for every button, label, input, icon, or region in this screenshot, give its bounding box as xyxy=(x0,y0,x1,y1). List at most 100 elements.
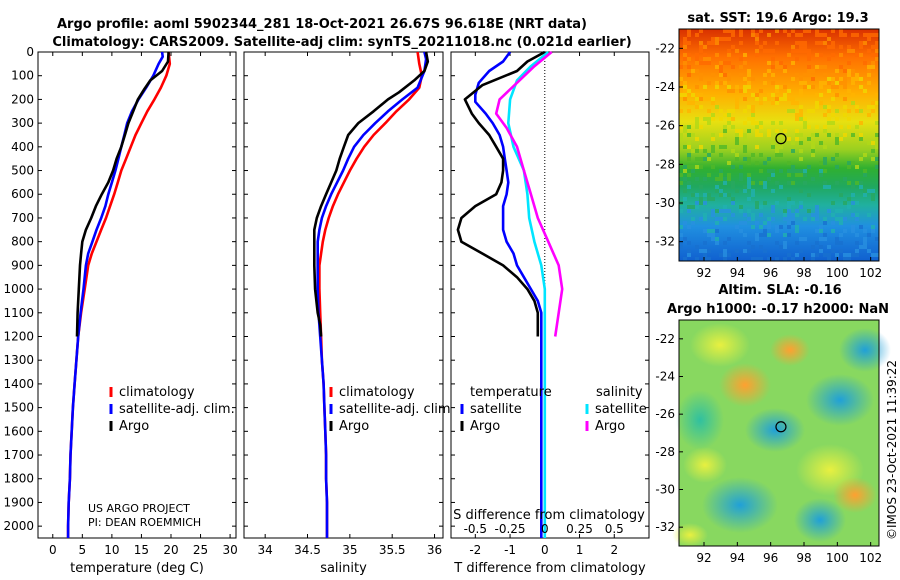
sst-pixel xyxy=(823,253,827,257)
diff-legend-label: Argo xyxy=(470,419,500,434)
sst-pixel xyxy=(755,237,759,241)
sst-pixel xyxy=(847,257,851,261)
sst-pixel xyxy=(867,65,871,69)
sst-pixel xyxy=(683,125,687,129)
sst-pixel xyxy=(775,65,779,69)
x-tick-label: 30 xyxy=(222,543,237,557)
sst-pixel xyxy=(707,57,711,61)
sst-pixel xyxy=(839,81,843,85)
temp-legend-label: satellite-adj. clim. xyxy=(119,402,235,417)
sst-pixel xyxy=(787,233,791,237)
sst-pixel xyxy=(783,257,787,261)
sst-pixel xyxy=(707,117,711,121)
sst-pixel xyxy=(735,249,739,253)
sst-pixel xyxy=(727,61,731,65)
sst-pixel xyxy=(831,53,835,57)
sst-pixel xyxy=(839,193,843,197)
sst-pixel xyxy=(831,97,835,101)
sst-pixel xyxy=(687,29,691,33)
sst-pixel xyxy=(755,201,759,205)
sst-pixel xyxy=(791,257,795,261)
sst-pixel xyxy=(703,201,707,205)
sst-pixel xyxy=(867,141,871,145)
sst-pixel xyxy=(851,69,855,73)
sst-pixel xyxy=(851,213,855,217)
map-x-tick-label: 100 xyxy=(826,266,849,280)
sst-pixel xyxy=(679,137,683,141)
sst-pixel xyxy=(783,129,787,133)
sst-pixel xyxy=(831,93,835,97)
sst-pixel xyxy=(723,249,727,253)
sst-pixel xyxy=(795,137,799,141)
sst-pixel xyxy=(711,165,715,169)
sst-pixel xyxy=(767,257,771,261)
sst-pixel xyxy=(691,149,695,153)
sst-pixel xyxy=(691,101,695,105)
sst-pixel xyxy=(819,161,823,165)
sst-pixel xyxy=(751,213,755,217)
sst-pixel xyxy=(839,33,843,37)
sst-pixel xyxy=(679,77,683,81)
sst-pixel xyxy=(847,109,851,113)
sst-pixel xyxy=(743,61,747,65)
sst-pixel xyxy=(863,229,867,233)
sst-pixel xyxy=(771,209,775,213)
sst-pixel xyxy=(863,153,867,157)
sst-pixel xyxy=(735,141,739,145)
sst-pixel xyxy=(787,173,791,177)
map-x-tick-label: 92 xyxy=(696,266,711,280)
sst-pixel xyxy=(815,241,819,245)
sst-pixel xyxy=(823,217,827,221)
sst-pixel xyxy=(747,173,751,177)
project-annotation: PI: DEAN ROEMMICH xyxy=(88,516,201,529)
sst-pixel xyxy=(839,65,843,69)
sst-pixel xyxy=(775,101,779,105)
sst-pixel xyxy=(823,233,827,237)
sst-pixel xyxy=(847,73,851,77)
sst-pixel xyxy=(727,173,731,177)
sst-pixel xyxy=(711,97,715,101)
sst-pixel xyxy=(799,149,803,153)
sst-pixel xyxy=(771,81,775,85)
sst-pixel xyxy=(775,241,779,245)
sst-pixel xyxy=(847,45,851,49)
sst-pixel xyxy=(747,209,751,213)
sst-pixel xyxy=(823,73,827,77)
sst-pixel xyxy=(803,125,807,129)
sst-pixel xyxy=(823,113,827,117)
map-y-tick-label: -24 xyxy=(655,370,675,384)
sst-pixel xyxy=(859,109,863,113)
sst-pixel xyxy=(743,121,747,125)
sst-pixel xyxy=(715,41,719,45)
sst-pixel xyxy=(687,165,691,169)
sst-pixel xyxy=(747,81,751,85)
sst-pixel xyxy=(819,169,823,173)
sst-pixel xyxy=(735,97,739,101)
sst-pixel xyxy=(751,109,755,113)
sst-pixel xyxy=(679,93,683,97)
sst-pixel xyxy=(735,189,739,193)
sst-pixel xyxy=(743,53,747,57)
sst-pixel xyxy=(715,81,719,85)
sst-pixel xyxy=(795,57,799,61)
sst-pixel xyxy=(755,93,759,97)
sst-pixel xyxy=(767,225,771,229)
sst-pixel xyxy=(819,237,823,241)
sst-pixel xyxy=(859,185,863,189)
map-x-tick-label: 102 xyxy=(859,551,882,565)
sst-pixel xyxy=(767,33,771,37)
sst-pixel xyxy=(727,49,731,53)
sst-pixel xyxy=(707,153,711,157)
sst-pixel xyxy=(751,29,755,33)
sst-pixel xyxy=(707,257,711,261)
sst-pixel xyxy=(735,129,739,133)
sst-pixel xyxy=(851,161,855,165)
sst-pixel xyxy=(739,41,743,45)
y-tick-label: 1500 xyxy=(3,401,34,415)
sst-pixel xyxy=(807,73,811,77)
sst-pixel xyxy=(763,185,767,189)
x-tick-label: -2 xyxy=(469,543,481,557)
sst-pixel xyxy=(787,89,791,93)
map-y-tick-label: -32 xyxy=(655,235,675,249)
sst-pixel xyxy=(791,217,795,221)
